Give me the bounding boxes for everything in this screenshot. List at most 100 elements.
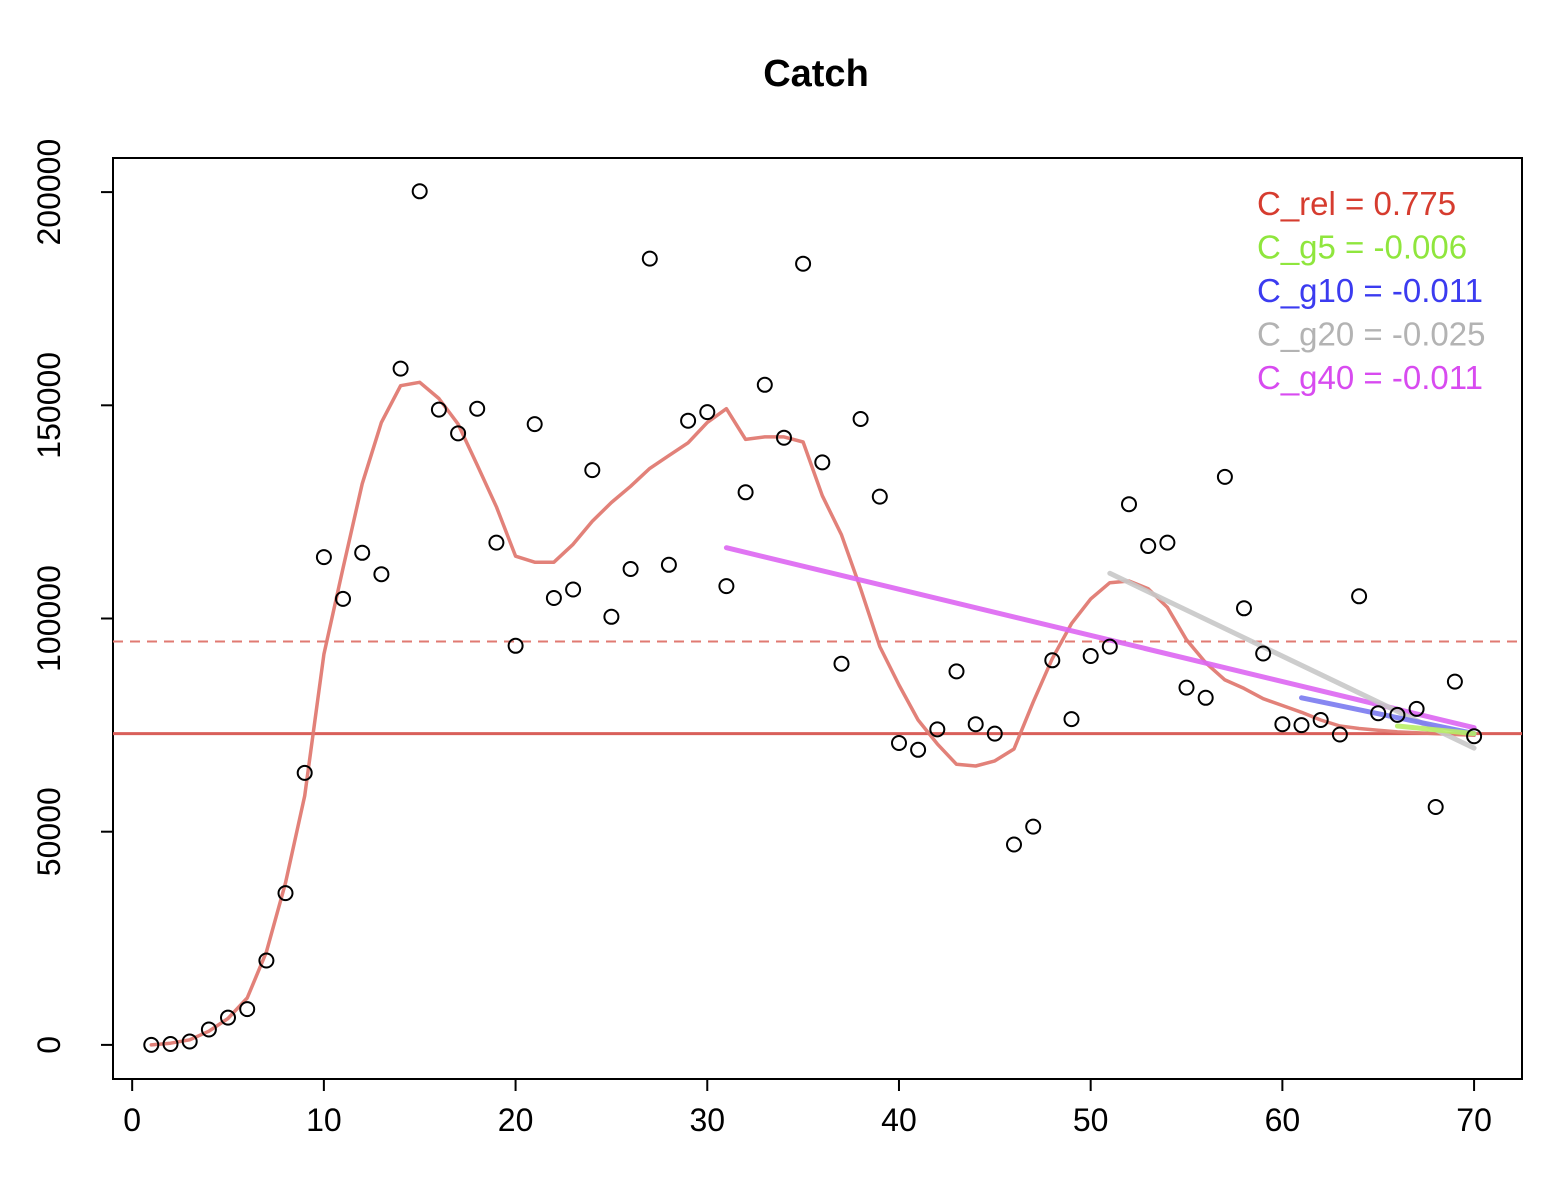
- data-point: [488, 534, 505, 551]
- data-point: [986, 725, 1003, 742]
- y-tick-label: 0: [31, 1036, 67, 1054]
- data-point: [1427, 799, 1444, 815]
- y-tick-label: 50000: [31, 787, 67, 876]
- data-point: [1255, 645, 1272, 662]
- chart-title: Catch: [763, 53, 869, 95]
- data-point: [910, 741, 927, 758]
- points-layer: [143, 183, 1483, 1053]
- data-point: [143, 1036, 160, 1053]
- smooth-curve-layer: [149, 380, 1476, 1047]
- data-point: [1140, 538, 1157, 554]
- data-point: [1331, 726, 1348, 743]
- data-point: [450, 425, 467, 442]
- data-point: [1389, 706, 1406, 723]
- legend-entry: C_g10 = -0.011: [1257, 272, 1483, 309]
- data-point: [1293, 717, 1310, 734]
- y-tick-label: 200000: [31, 139, 67, 246]
- trend-lines-layer: [723, 545, 1477, 751]
- x-tick-label: 60: [1265, 1102, 1301, 1138]
- legend-entry: C_g40 = -0.011: [1257, 359, 1483, 396]
- data-point: [277, 885, 294, 902]
- data-point: [718, 578, 735, 595]
- data-point: [545, 590, 562, 606]
- data-point: [1006, 836, 1022, 853]
- data-point: [1312, 712, 1329, 728]
- data-point: [296, 764, 313, 781]
- data-point: [833, 655, 850, 672]
- reference-lines: [113, 640, 1522, 736]
- data-point: [1408, 700, 1425, 717]
- legend-entry: C_g5 = -0.006: [1257, 229, 1467, 266]
- x-tick-label: 50: [1073, 1102, 1109, 1138]
- data-point: [891, 735, 907, 751]
- data-point: [871, 488, 888, 505]
- data-point: [622, 561, 639, 577]
- data-point: [967, 716, 984, 733]
- trend-line-c-g5: [1394, 723, 1477, 737]
- data-point: [948, 663, 965, 680]
- data-point: [1466, 728, 1483, 745]
- data-point: [1236, 600, 1252, 617]
- data-point: [220, 1009, 236, 1026]
- data-point: [354, 544, 371, 561]
- data-point: [699, 404, 716, 421]
- data-point: [1351, 588, 1368, 605]
- data-point: [411, 183, 428, 200]
- data-point: [584, 462, 601, 479]
- data-point: [929, 721, 946, 738]
- data-point: [795, 255, 812, 272]
- legend-entry: C_g20 = -0.025: [1257, 316, 1485, 353]
- data-point: [181, 1033, 198, 1050]
- legend-entry: C_rel = 0.775: [1257, 185, 1456, 222]
- data-point: [430, 401, 447, 418]
- data-point: [1370, 705, 1387, 722]
- x-tick-label: 70: [1456, 1102, 1492, 1138]
- data-point: [1274, 716, 1291, 733]
- data-point: [1178, 679, 1195, 696]
- data-point: [258, 952, 275, 969]
- trend-line-c-g10: [1299, 695, 1477, 737]
- data-point: [814, 454, 831, 471]
- data-point: [737, 484, 754, 501]
- data-point: [335, 590, 351, 607]
- data-point: [162, 1036, 179, 1052]
- data-point: [1101, 638, 1118, 655]
- data-point: [469, 400, 486, 417]
- trend-line-c-g40: [723, 545, 1477, 731]
- data-point: [660, 556, 677, 573]
- data-point: [1082, 648, 1099, 664]
- data-point: [1025, 818, 1042, 835]
- data-point: [1159, 534, 1176, 551]
- data-point: [1121, 496, 1137, 513]
- data-point: [315, 549, 332, 566]
- x-axis: 0 10 20 30 40 50 60 70: [123, 1078, 1492, 1138]
- data-point: [1446, 673, 1463, 690]
- x-tick-label: 20: [498, 1102, 534, 1138]
- data-point: [1197, 689, 1214, 706]
- data-point: [1044, 652, 1061, 669]
- x-tick-label: 30: [689, 1102, 725, 1138]
- data-point: [373, 566, 390, 583]
- data-point: [392, 360, 409, 377]
- data-point: [1063, 711, 1080, 728]
- data-point: [507, 637, 524, 654]
- data-point: [756, 376, 773, 393]
- x-tick-label: 0: [123, 1102, 141, 1138]
- data-point: [526, 416, 543, 433]
- y-axis: 0 50000 100000 150000 200000: [31, 139, 114, 1054]
- data-point: [776, 429, 792, 446]
- y-tick-label: 150000: [31, 352, 67, 459]
- data-point: [641, 250, 658, 267]
- y-tick-label: 100000: [31, 565, 67, 672]
- smooth-curve: [149, 380, 1476, 1047]
- data-point: [565, 581, 582, 598]
- data-point: [239, 1001, 256, 1018]
- data-point: [1216, 468, 1233, 485]
- data-point: [603, 608, 620, 625]
- x-tick-label: 10: [306, 1102, 342, 1138]
- legend: C_rel = 0.775 C_g5 = -0.006 C_g10 = -0.011…: [1257, 185, 1485, 396]
- x-tick-label: 40: [881, 1102, 917, 1138]
- data-point: [680, 412, 697, 429]
- data-point: [200, 1021, 217, 1038]
